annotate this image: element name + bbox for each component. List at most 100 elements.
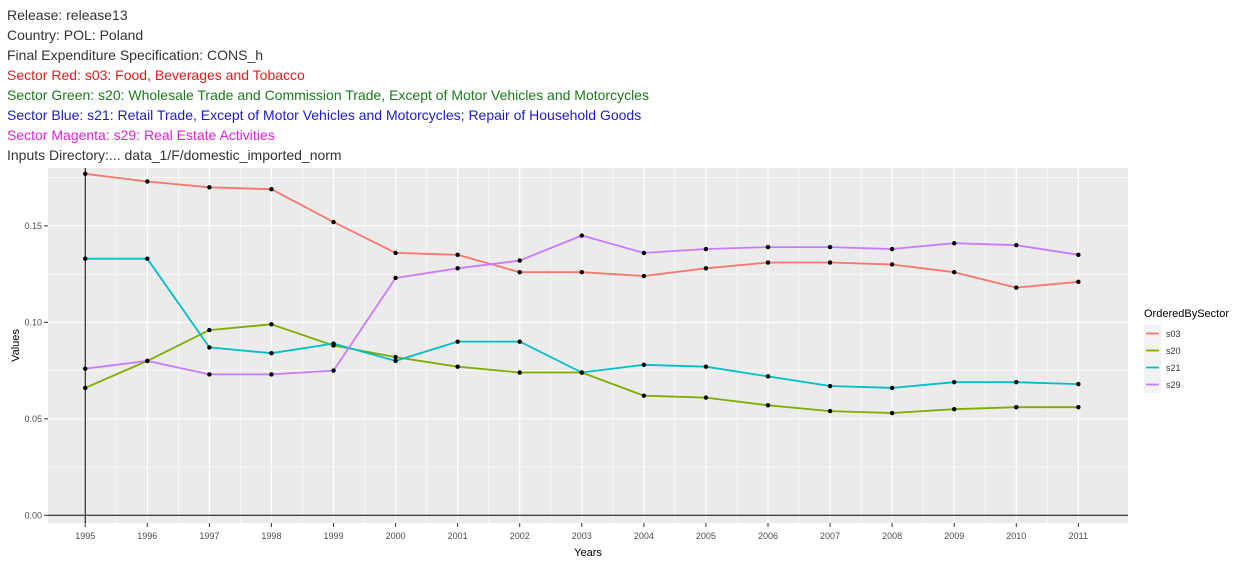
data-point-s29-2001 [455, 266, 460, 271]
spec-label: Final Expenditure Specification: CONS_h [7, 47, 264, 63]
data-point-s29-2005 [703, 246, 709, 252]
sector-blue-label: Sector Blue: s21: Retail Trade, Except o… [7, 107, 642, 123]
data-point-s20-2001 [455, 364, 460, 369]
data-point-s03-2002 [517, 269, 522, 275]
data-point-s03-2005 [703, 266, 709, 271]
data-point-s20-2009 [952, 406, 957, 412]
x-tick-label: 2011 [1069, 531, 1088, 541]
legend-label-s29: s29 [1166, 380, 1181, 390]
sector-red-label: Sector Red: s03: Food, Beverages and Tob… [7, 67, 305, 83]
data-point-s03-1995 [83, 171, 88, 176]
data-point-s03-2008 [889, 262, 895, 267]
legend-label-s21: s21 [1166, 363, 1181, 373]
data-point-s20-2005 [703, 395, 709, 400]
x-tick-label: 2004 [634, 531, 654, 541]
data-point-s21-2006 [765, 374, 771, 379]
data-point-s20-2000 [393, 354, 398, 360]
data-point-s29-2002 [517, 258, 522, 263]
plot-panel [48, 168, 1128, 523]
legend-label-s20: s20 [1166, 346, 1181, 356]
data-point-s29-2011 [1076, 252, 1081, 258]
data-point-s03-1999 [331, 219, 336, 225]
data-point-s21-2004 [641, 362, 647, 367]
x-tick-label: 1999 [324, 531, 344, 541]
data-point-s03-1997 [207, 185, 212, 190]
x-axis-title: Years [574, 547, 602, 559]
data-point-s21-2000 [393, 358, 398, 364]
x-tick-label: 2005 [696, 531, 716, 541]
data-point-s20-2006 [765, 403, 771, 408]
data-point-s21-2007 [827, 383, 833, 389]
data-point-s03-2001 [455, 252, 460, 258]
x-tick-label: 1997 [199, 531, 219, 541]
data-point-s20-1995 [83, 385, 88, 391]
data-point-s20-1998 [269, 322, 274, 327]
data-point-s21-2011 [1076, 381, 1081, 387]
data-point-s21-1998 [269, 351, 274, 356]
country-label: Country: POL: Poland [7, 27, 144, 43]
x-tick-label: 2009 [944, 531, 964, 541]
data-point-s21-2001 [455, 339, 460, 344]
data-point-s20-2007 [827, 408, 833, 414]
x-tick-label: 2003 [572, 531, 592, 541]
x-tick-label: 2006 [758, 531, 778, 541]
data-point-s20-2002 [517, 370, 522, 375]
data-point-s21-2010 [1014, 379, 1019, 385]
sector-green-label: Sector Green: s20: Wholesale Trade and C… [7, 87, 649, 103]
x-tick-label: 2007 [820, 531, 840, 541]
data-point-s20-2010 [1014, 405, 1019, 410]
data-point-s29-2007 [827, 244, 833, 250]
data-point-s03-1998 [269, 187, 274, 192]
data-point-s21-2008 [889, 385, 895, 391]
data-point-s21-2003 [579, 370, 584, 375]
data-point-s29-2008 [889, 246, 895, 252]
x-tick-label: 2008 [882, 531, 902, 541]
data-point-s03-2011 [1076, 279, 1081, 285]
data-point-s03-1996 [145, 179, 150, 184]
data-point-s03-2003 [579, 269, 584, 275]
data-point-s29-1995 [83, 366, 88, 371]
data-point-s29-1998 [269, 372, 274, 377]
data-point-s29-2006 [765, 244, 771, 250]
data-point-s21-1995 [83, 256, 88, 261]
data-point-s21-2002 [517, 339, 522, 344]
data-point-s29-1997 [207, 372, 212, 377]
x-tick-label: 1995 [75, 531, 95, 541]
x-tick-label: 2010 [1006, 531, 1026, 541]
x-tick-label: 1998 [261, 531, 281, 541]
data-point-s03-2004 [641, 273, 647, 279]
data-point-s21-2005 [703, 364, 709, 369]
chart-header: Release: release13 Country: POL: Poland … [7, 5, 649, 165]
data-point-s03-2007 [827, 260, 833, 265]
release-label: Release: release13 [7, 7, 128, 23]
y-tick-label: 0.05 [24, 414, 42, 424]
y-tick-label: 0.10 [24, 317, 42, 327]
data-point-s03-2006 [765, 260, 771, 265]
data-point-s03-2000 [393, 250, 398, 256]
legend-label-s03: s03 [1166, 329, 1181, 339]
x-tick-label: 1996 [137, 531, 157, 541]
data-point-s03-2009 [952, 269, 957, 275]
x-tick-label: 2001 [448, 531, 468, 541]
inputs-directory-label: Inputs Directory:... data_1/F/domestic_i… [7, 147, 342, 163]
data-point-s29-2010 [1014, 242, 1019, 248]
y-tick-label: 0.00 [24, 510, 42, 520]
data-point-s20-1997 [207, 327, 212, 333]
data-point-s29-1996 [145, 358, 150, 364]
data-point-s21-1999 [331, 341, 336, 346]
y-tick-label: 0.15 [24, 221, 42, 231]
data-point-s29-2000 [393, 275, 398, 281]
data-point-s20-2011 [1076, 405, 1081, 410]
legend-title: OrderedBySector [1144, 308, 1229, 320]
data-point-s29-2009 [952, 241, 957, 246]
data-point-s03-2010 [1014, 285, 1019, 290]
data-point-s20-2008 [889, 410, 895, 416]
y-axis-title: Values [10, 329, 22, 362]
sector-magenta-label: Sector Magenta: s29: Real Estate Activit… [7, 127, 275, 143]
data-point-s21-2009 [952, 379, 957, 385]
data-point-s21-1997 [207, 345, 212, 350]
x-tick-label: 2000 [386, 531, 406, 541]
data-point-s20-2004 [641, 393, 647, 398]
data-point-s29-2003 [579, 233, 584, 238]
